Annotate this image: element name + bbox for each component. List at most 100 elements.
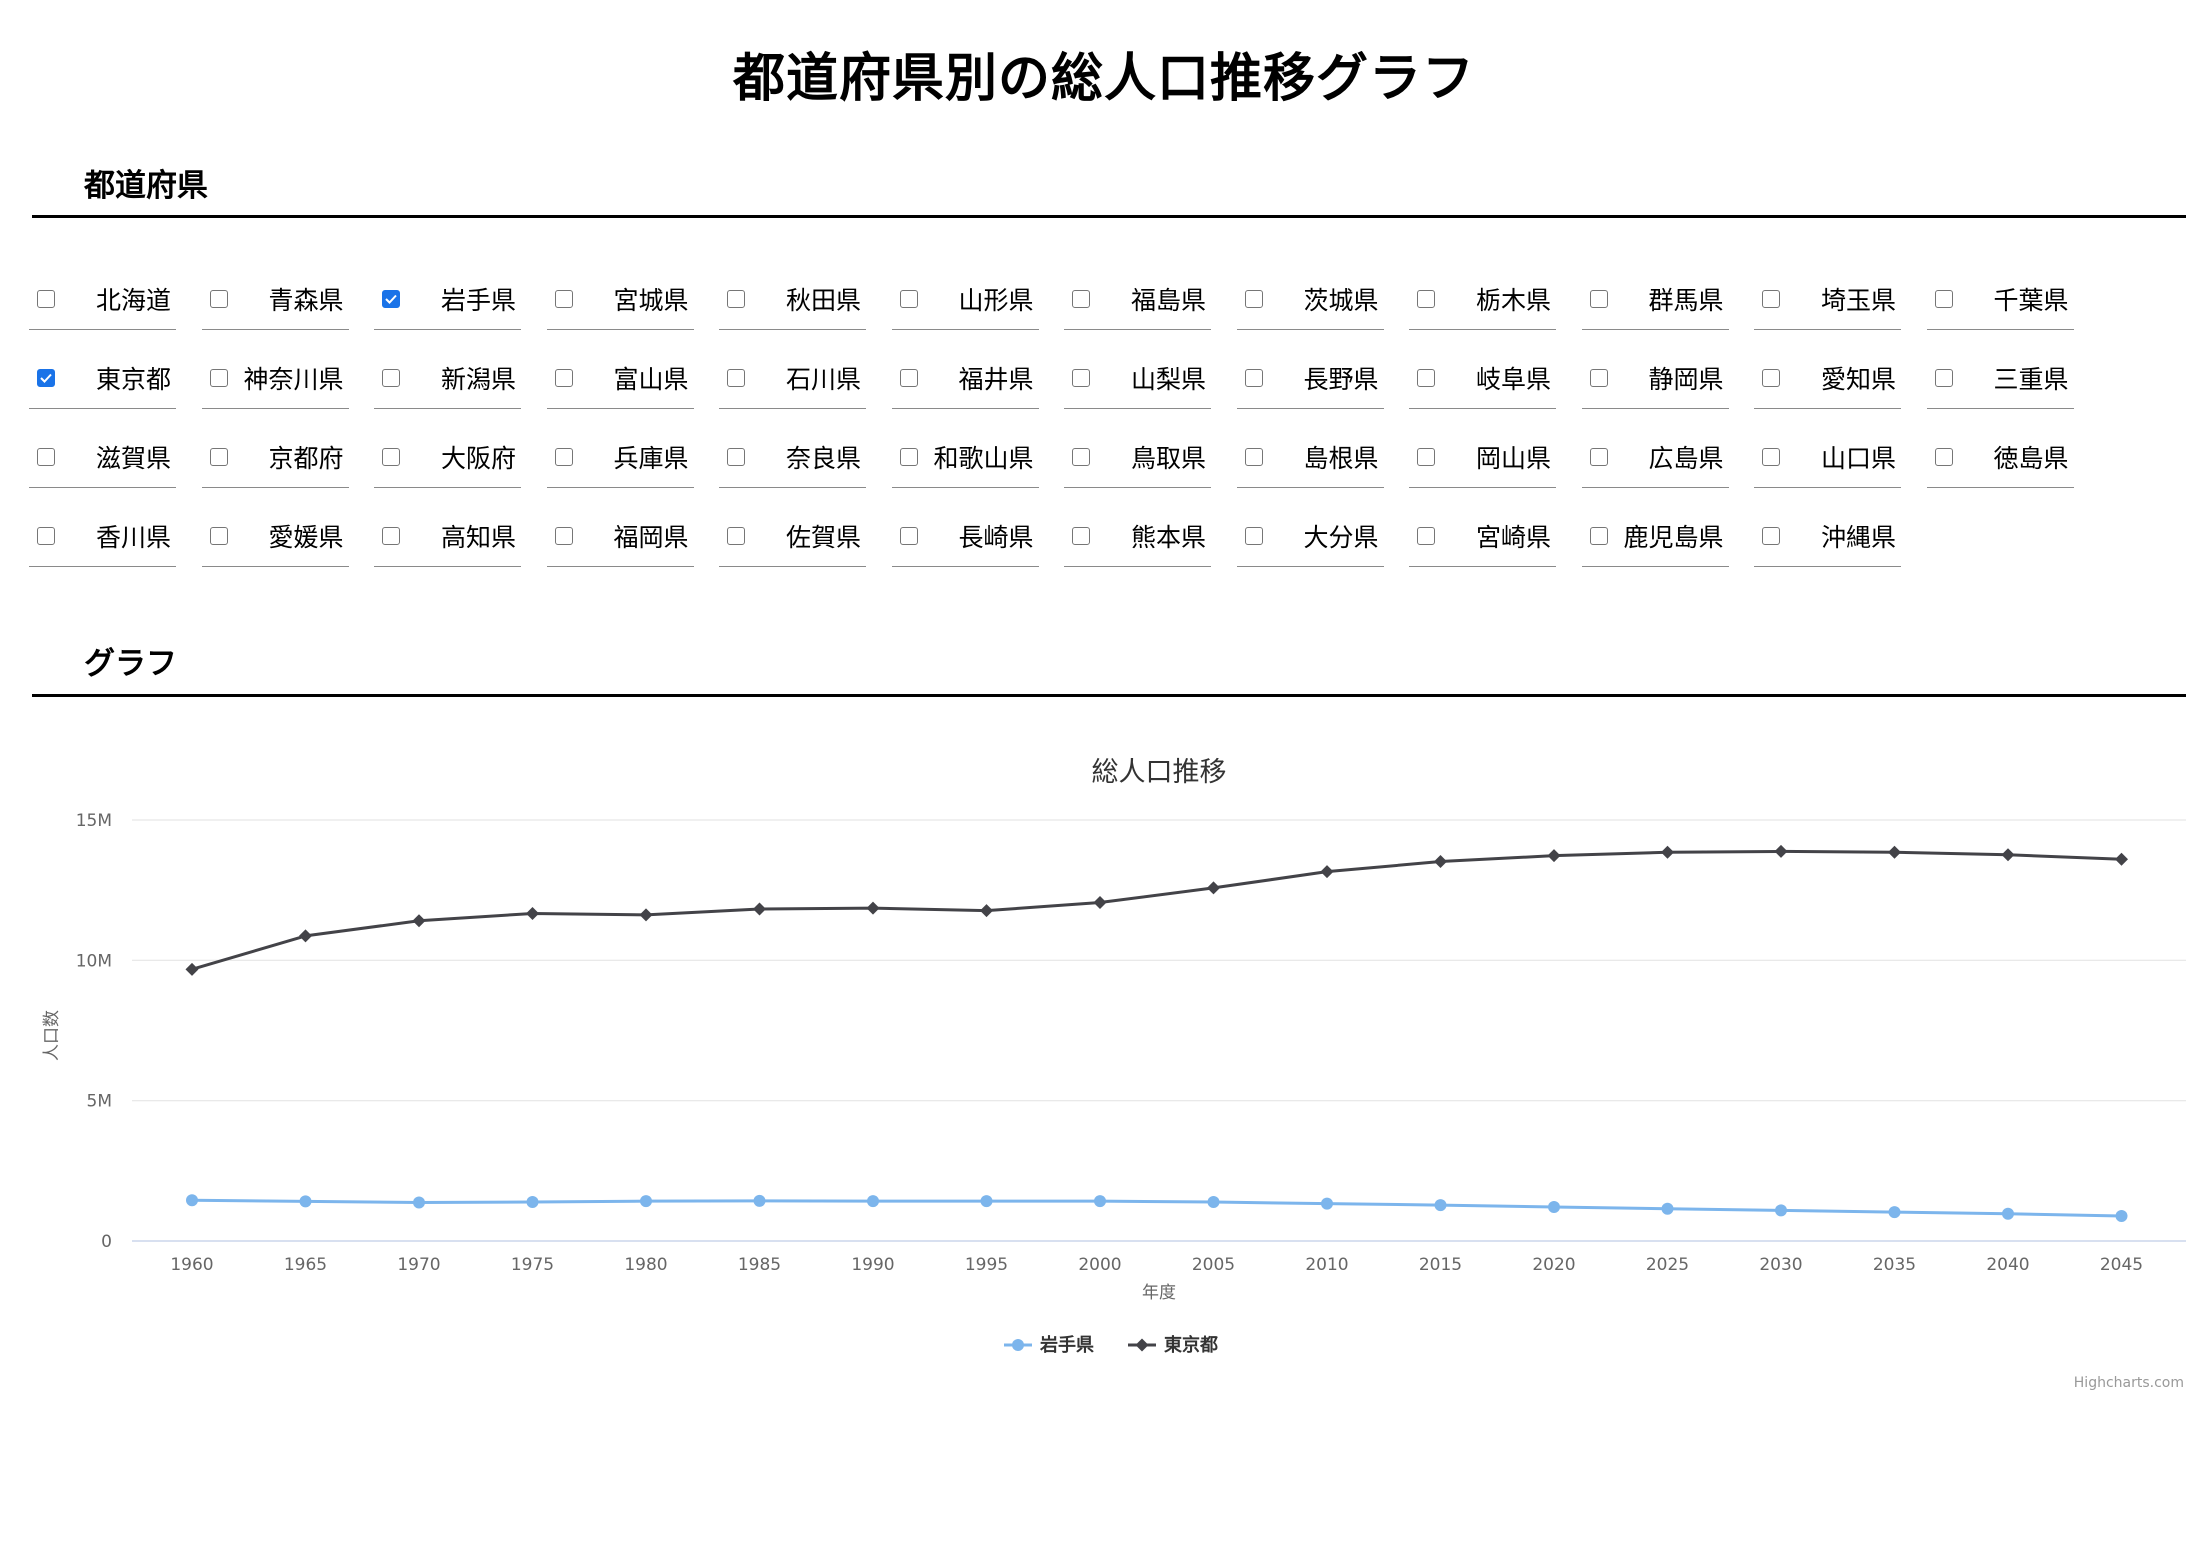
prefecture-checkbox[interactable]	[1762, 289, 1780, 308]
prefecture-option[interactable]: 福岡県	[546, 505, 694, 567]
prefecture-checkbox[interactable]	[1417, 447, 1435, 466]
prefecture-checkbox[interactable]	[37, 526, 55, 545]
prefecture-checkbox[interactable]	[1762, 447, 1780, 466]
prefecture-option[interactable]: 香川県	[29, 505, 176, 567]
prefecture-checkbox[interactable]	[1589, 289, 1608, 308]
legend-item-label[interactable]: 東京都	[1164, 1334, 1218, 1356]
prefecture-option[interactable]: 岩手県	[374, 268, 521, 330]
prefecture-option[interactable]: 福島県	[1064, 268, 1211, 330]
prefecture-option[interactable]: 石川県	[719, 347, 866, 409]
prefecture-checkbox[interactable]	[1589, 368, 1608, 387]
prefecture-checkbox[interactable]	[1417, 368, 1435, 387]
prefecture-option[interactable]: 岡山県	[1409, 426, 1556, 488]
prefecture-checkbox[interactable]	[727, 526, 745, 545]
prefecture-checkbox[interactable]	[1934, 368, 1953, 387]
prefecture-checkbox[interactable]	[1072, 289, 1090, 308]
prefecture-option[interactable]: 新潟県	[374, 347, 521, 409]
prefecture-option[interactable]: 広島県	[1581, 426, 1729, 488]
prefecture-checkbox[interactable]	[899, 289, 918, 308]
data-point	[866, 901, 880, 915]
prefecture-checkbox[interactable]	[209, 289, 228, 308]
prefecture-checkbox[interactable]	[1934, 289, 1953, 308]
prefecture-option[interactable]: 千葉県	[1926, 268, 2074, 330]
prefecture-checkbox[interactable]	[554, 368, 573, 387]
prefecture-checkbox[interactable]	[382, 447, 400, 466]
prefecture-option[interactable]: 熊本県	[1064, 505, 1211, 567]
prefecture-option[interactable]: 三重県	[1926, 347, 2074, 409]
prefecture-option[interactable]: 青森県	[201, 268, 349, 330]
prefecture-checkbox[interactable]	[899, 526, 918, 545]
prefecture-checkbox[interactable]	[899, 447, 918, 466]
prefecture-checkbox[interactable]	[209, 368, 228, 387]
prefecture-checkbox[interactable]	[899, 368, 918, 387]
prefecture-checkbox[interactable]	[1244, 289, 1263, 308]
prefecture-option[interactable]: 宮崎県	[1409, 505, 1556, 567]
prefecture-checkbox[interactable]	[1762, 526, 1780, 545]
prefecture-option[interactable]: 岐阜県	[1409, 347, 1556, 409]
prefecture-checkbox[interactable]	[554, 526, 573, 545]
prefecture-option[interactable]: 愛媛県	[201, 505, 349, 567]
prefecture-option[interactable]: 埼玉県	[1754, 268, 1901, 330]
prefecture-checkbox[interactable]	[382, 526, 400, 545]
prefecture-checkbox[interactable]	[1244, 368, 1263, 387]
prefecture-checkbox[interactable]	[1589, 447, 1608, 466]
prefecture-checkbox[interactable]	[1762, 368, 1780, 387]
prefecture-option[interactable]: 奈良県	[719, 426, 866, 488]
prefecture-option[interactable]: 滋賀県	[29, 426, 176, 488]
prefecture-checkbox[interactable]	[727, 368, 745, 387]
prefecture-option[interactable]: 福井県	[891, 347, 1039, 409]
prefecture-option[interactable]: 佐賀県	[719, 505, 866, 567]
prefecture-option[interactable]: 沖縄県	[1754, 505, 1901, 567]
prefecture-checkbox[interactable]	[209, 447, 228, 466]
prefecture-checkbox[interactable]	[209, 526, 228, 545]
prefecture-option[interactable]: 静岡県	[1581, 347, 1729, 409]
prefecture-checkbox[interactable]	[37, 368, 55, 387]
prefecture-checkbox[interactable]	[382, 368, 400, 387]
prefecture-checkbox[interactable]	[1244, 447, 1263, 466]
prefecture-checkbox[interactable]	[1072, 368, 1090, 387]
prefecture-checkbox[interactable]	[727, 289, 745, 308]
prefecture-option[interactable]: 京都府	[201, 426, 349, 488]
prefecture-option[interactable]: 茨城県	[1236, 268, 1384, 330]
prefecture-option[interactable]: 鳥取県	[1064, 426, 1211, 488]
prefecture-checkbox[interactable]	[382, 289, 400, 308]
prefecture-option[interactable]: 山梨県	[1064, 347, 1211, 409]
prefecture-option[interactable]: 愛知県	[1754, 347, 1901, 409]
prefecture-checkbox[interactable]	[37, 289, 55, 308]
prefecture-checkbox[interactable]	[554, 289, 573, 308]
prefecture-option[interactable]: 東京都	[29, 347, 176, 409]
prefecture-option[interactable]: 高知県	[374, 505, 521, 567]
prefecture-option[interactable]: 宮城県	[546, 268, 694, 330]
prefecture-option[interactable]: 長野県	[1236, 347, 1384, 409]
prefecture-option[interactable]: 長崎県	[891, 505, 1039, 567]
prefecture-option[interactable]: 大分県	[1236, 505, 1384, 567]
prefecture-option[interactable]: 和歌山県	[891, 426, 1039, 488]
prefecture-option[interactable]: 神奈川県	[201, 347, 349, 409]
prefecture-checkbox[interactable]	[1072, 447, 1090, 466]
prefecture-checkbox[interactable]	[1244, 526, 1263, 545]
prefecture-checkbox[interactable]	[727, 447, 745, 466]
prefecture-option[interactable]: 富山県	[546, 347, 694, 409]
prefecture-option[interactable]: 山口県	[1754, 426, 1901, 488]
prefecture-option[interactable]: 秋田県	[719, 268, 866, 330]
prefecture-checkbox[interactable]	[1417, 526, 1435, 545]
prefecture-checkbox[interactable]	[1417, 289, 1435, 308]
prefecture-name: 新潟県	[440, 364, 516, 394]
legend-item-label[interactable]: 岩手県	[1039, 1334, 1094, 1356]
prefecture-option[interactable]: 徳島県	[1926, 426, 2074, 488]
prefecture-checkbox[interactable]	[554, 447, 573, 466]
prefecture-checkbox[interactable]	[37, 447, 55, 466]
prefecture-option[interactable]: 群馬県	[1581, 268, 1729, 330]
prefecture-option[interactable]: 兵庫県	[546, 426, 694, 488]
prefecture-checkbox[interactable]	[1934, 447, 1953, 466]
prefecture-checkbox[interactable]	[1589, 526, 1608, 545]
prefecture-option[interactable]: 大阪府	[374, 426, 521, 488]
prefecture-checkbox[interactable]	[1072, 526, 1090, 545]
prefecture-option[interactable]: 栃木県	[1409, 268, 1556, 330]
prefecture-option[interactable]: 山形県	[891, 268, 1039, 330]
prefecture-option[interactable]: 北海道	[29, 268, 176, 330]
data-point	[867, 1195, 879, 1208]
prefecture-option[interactable]: 島根県	[1236, 426, 1384, 488]
prefecture-option[interactable]: 鹿児島県	[1581, 505, 1729, 567]
prefecture-name: 鹿児島県	[1623, 522, 1724, 552]
